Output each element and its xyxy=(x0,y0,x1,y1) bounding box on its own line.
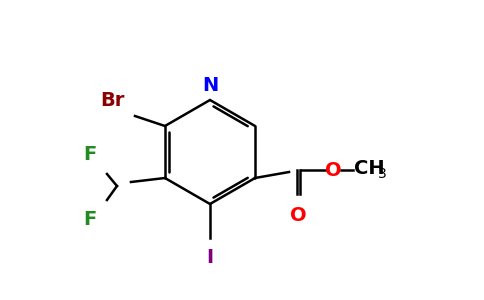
Text: CH: CH xyxy=(354,160,385,178)
Text: Br: Br xyxy=(101,91,125,110)
Text: N: N xyxy=(202,76,218,95)
Text: I: I xyxy=(207,248,213,267)
Text: F: F xyxy=(84,210,97,229)
Text: 3: 3 xyxy=(378,167,387,181)
Text: O: O xyxy=(290,206,306,225)
Text: O: O xyxy=(325,160,341,179)
Text: F: F xyxy=(84,145,97,164)
